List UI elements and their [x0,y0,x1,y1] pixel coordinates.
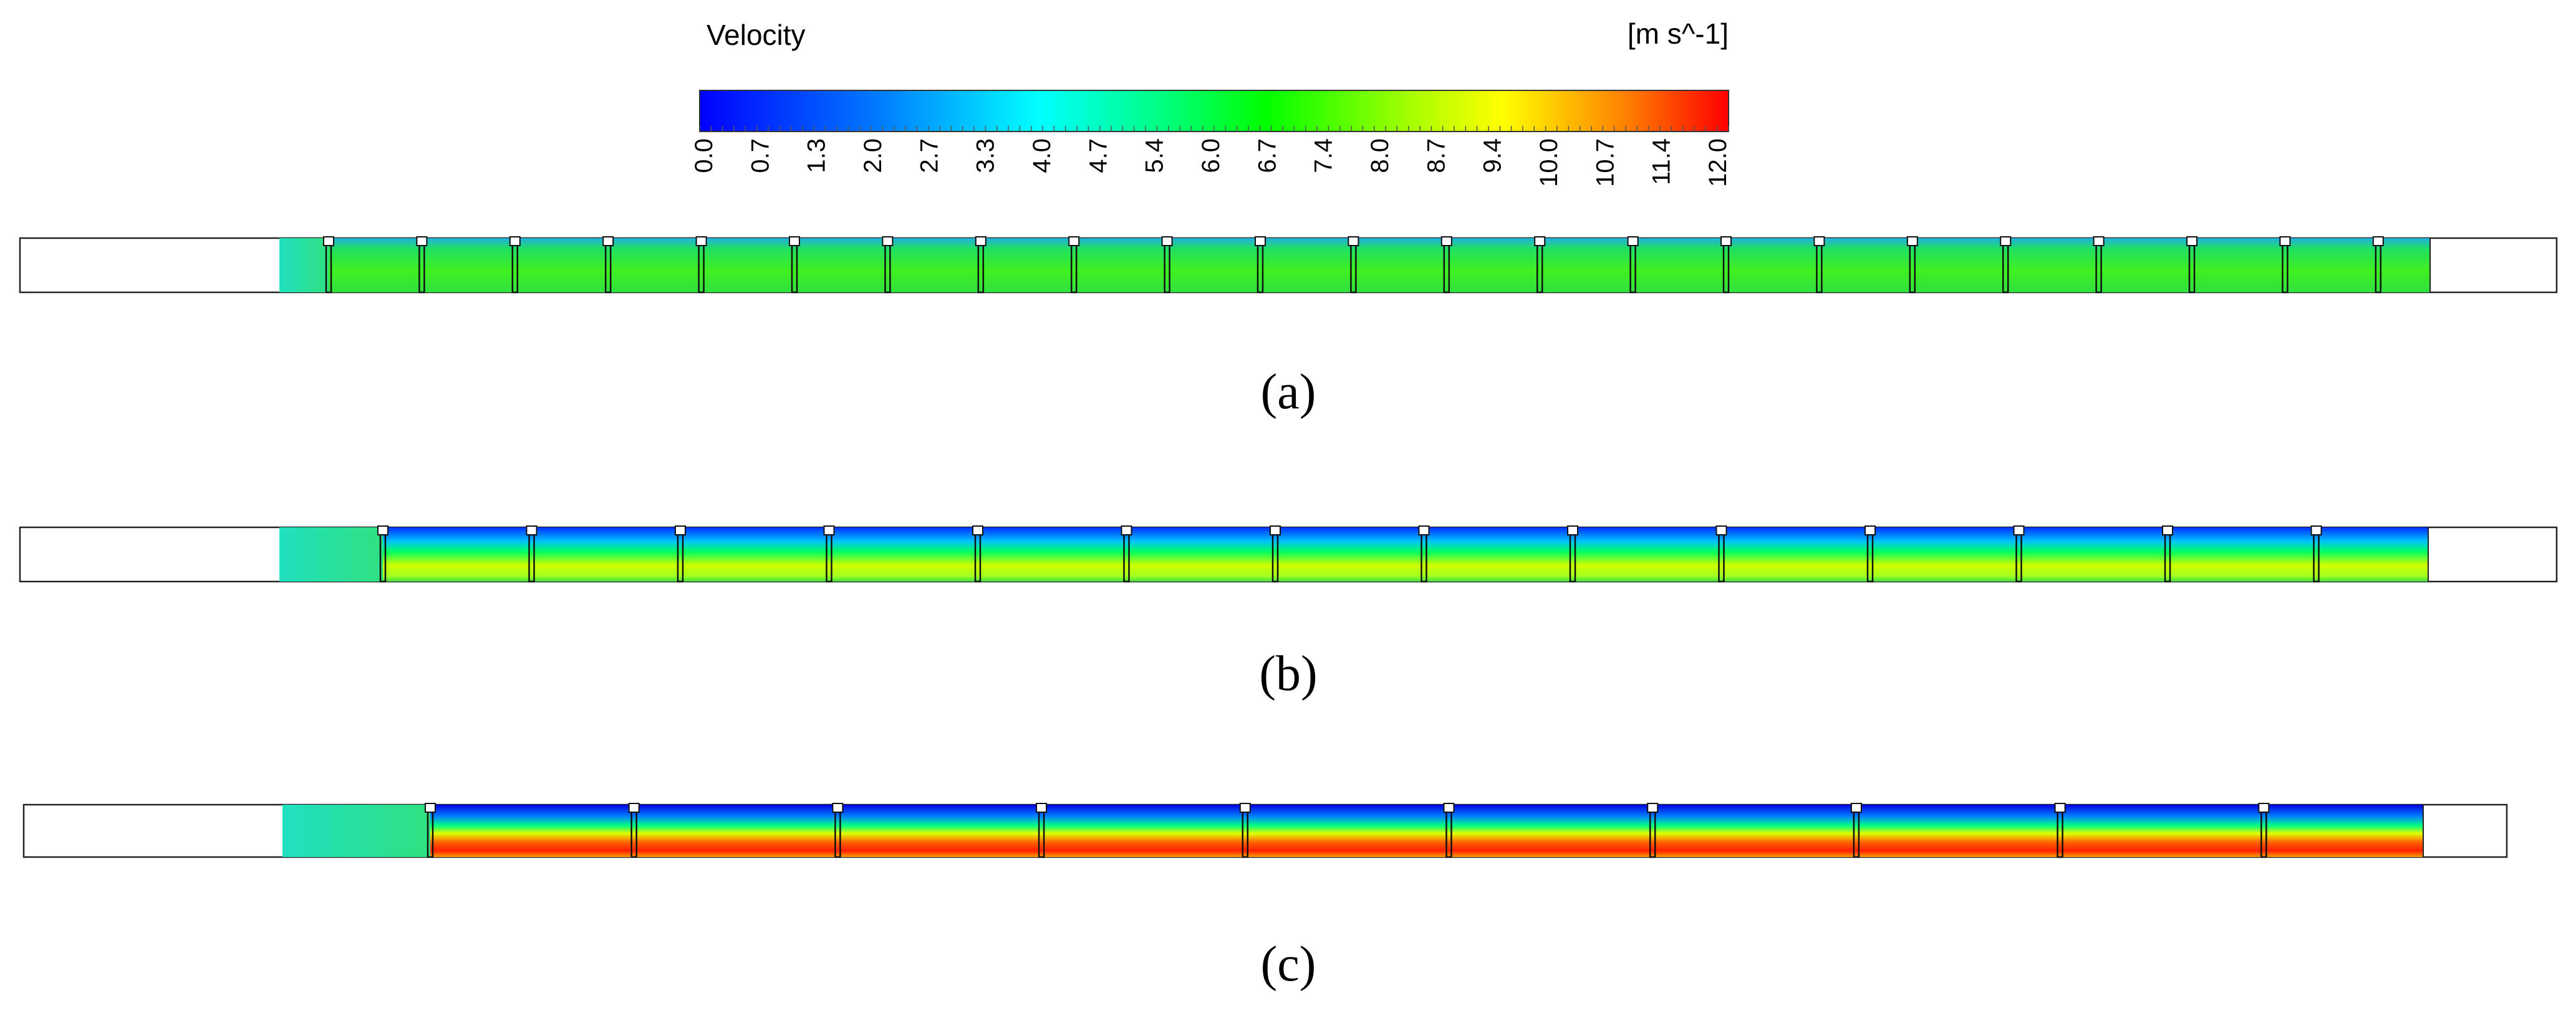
baffle-cap [2258,803,2270,813]
colorbar-tick-label: 0.0 [690,138,718,173]
baffle-cap [526,525,538,535]
baffle-cap [882,236,894,246]
colorbar-tick-label: 2.7 [915,138,943,173]
baffle-cap [2054,803,2066,813]
colorbar-tick-label: 4.0 [1028,138,1056,173]
colorbar-tick-label: 1.3 [803,138,831,173]
panel-label: (b) [1259,646,1317,701]
colorbar-tick-label: 4.7 [1084,138,1112,173]
colorbar-tick-label: 6.7 [1253,138,1281,173]
baffle-cap [2372,236,2384,246]
baffle-cap [509,236,521,246]
colorbar-tick-label: 5.4 [1141,138,1169,173]
baffle-cap [2186,236,2197,246]
baffle-cap [1720,236,1732,246]
baffle-cap [416,236,428,246]
baffle-cap [1534,236,1546,246]
baffle-cap [1647,803,1659,813]
baffle-cap [1443,803,1455,813]
colorbar-tick-label: 8.7 [1422,138,1450,173]
baffle-cap [2279,236,2291,246]
baffle-cap [1036,803,1048,813]
baffle-cap [2013,525,2025,535]
baffle-cap [832,803,844,813]
colorbar-tick-label: 8.0 [1366,138,1394,173]
panel-label: (c) [1261,937,1316,992]
baffle-cap [2310,525,2322,535]
baffle-cap [1121,525,1132,535]
baffle-cap [1270,525,1281,535]
velocity-field [329,238,2430,292]
baffle-cap [377,525,388,535]
colorbar-tick-label: 10.0 [1535,138,1563,187]
baffle-cap [695,236,707,246]
panel-label: (a) [1261,365,1316,419]
baffle-cap [1418,525,1430,535]
colorbar-title: Velocity [707,19,806,51]
velocity-field [430,805,2423,857]
baffle-cap [1348,236,1359,246]
baffle-cap [675,525,686,535]
inlet-field [279,527,383,582]
baffle-cap [323,236,334,246]
baffle-cap [1627,236,1639,246]
baffle-cap [1161,236,1173,246]
baffle-cap [1068,236,1080,246]
inlet-field [282,805,430,857]
baffle-cap [602,236,614,246]
baffle-cap [1567,525,1578,535]
colorbar-tick-label: 11.4 [1648,138,1676,185]
baffle-cap [823,525,835,535]
colorbar-tick-label: 12.0 [1704,138,1732,187]
colorbar-unit: [m s^-1] [1628,17,1729,50]
colorbar-tick-label: 10.7 [1591,138,1619,187]
colorbar-tick-label: 3.3 [972,138,1000,173]
baffle-cap [1255,236,1266,246]
baffle-cap [1864,525,1876,535]
colorbar [699,90,1729,132]
baffle-cap [1715,525,1727,535]
baffle-cap [1906,236,1918,246]
inlet-field [279,238,329,292]
baffle-cap [2000,236,2012,246]
baffle-cap [975,236,987,246]
baffle-cap [425,803,436,813]
colorbar-tick-label: 7.4 [1310,138,1338,173]
baffle-cap [2162,525,2173,535]
baffle-cap [1813,236,1825,246]
baffle-cap [2093,236,2105,246]
baffle-cap [1440,236,1452,246]
baffle-cap [628,803,640,813]
colorbar-tick-label: 2.0 [859,138,887,173]
velocity-field [383,527,2428,582]
baffle-cap [789,236,800,246]
baffle-cap [1850,803,1862,813]
colorbar-tick-label: 0.7 [746,138,774,173]
colorbar-tick-label: 9.4 [1479,138,1507,173]
baffle-cap [1239,803,1251,813]
colorbar-tick-label: 6.0 [1197,138,1225,173]
baffle-cap [972,525,983,535]
